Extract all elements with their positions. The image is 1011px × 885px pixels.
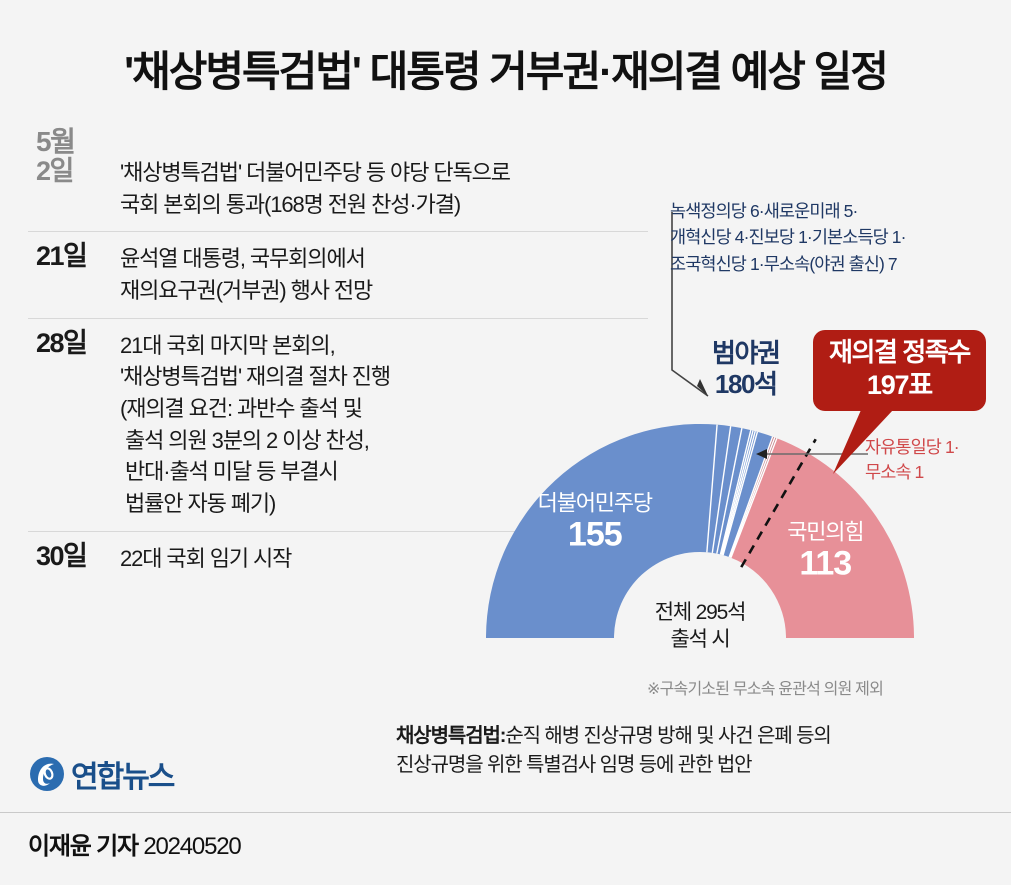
timeline-text-line: 법률안 자동 폐기) bbox=[120, 491, 276, 517]
timeline-body: 21대 국회 마지막 본회의, '채상병특검법' 재의결 절차 진행 (재의결 … bbox=[120, 328, 648, 520]
donut-slice-divider bbox=[729, 437, 776, 558]
timeline-text-line: 윤석열 대통령, 국무회의에서 bbox=[120, 246, 366, 272]
timeline-date: 28일 bbox=[28, 328, 120, 359]
opposition-bloc-seats: 180석 bbox=[714, 368, 778, 399]
donut-slice-divider bbox=[716, 428, 743, 554]
callout-tail bbox=[833, 410, 893, 475]
donut-slice-divider bbox=[706, 424, 718, 553]
timeline-row: 30일 22대 국회 임기 시작 bbox=[28, 530, 648, 586]
donut-slice-divider bbox=[719, 429, 752, 555]
timeline-text-line: 국회 본회의 통과(168명 전원 찬성·가결) bbox=[120, 191, 461, 217]
semicircle-donut-chart bbox=[486, 424, 914, 638]
minor-parties-leader-line bbox=[671, 212, 709, 397]
byline: 이재윤 기자 20240520 bbox=[28, 826, 242, 861]
donut-slice bbox=[486, 424, 718, 638]
timeline-text-line: (재의결 요건: 과반수 출석 및 bbox=[120, 396, 363, 422]
timeline: 5월 2일 '채상병특검법' 더불어민주당 등 야당 단독으로 국회 본회의 통… bbox=[28, 118, 648, 585]
timeline-body: 22대 국회 임기 시작 bbox=[120, 541, 648, 575]
donut-slice bbox=[712, 426, 742, 554]
byline-reporter: 이재윤 기자 bbox=[28, 833, 139, 860]
donut-slice-divider bbox=[721, 431, 756, 556]
timeline-month-label: 5월 bbox=[36, 126, 76, 157]
donut-dividers bbox=[706, 424, 778, 558]
timeline-body: 윤석열 대통령, 국무회의에서 재의요구권(거부권) 행사 전망 bbox=[120, 241, 648, 306]
term-definition-rest: 순직 해병 진상규명 방해 및 사건 은폐 등의 bbox=[505, 725, 831, 747]
right-parties-line: 자유통일당 1· bbox=[865, 437, 960, 457]
donut-slice bbox=[730, 438, 914, 638]
yonhap-logo-icon bbox=[30, 757, 64, 791]
donut-slice-divider bbox=[722, 431, 759, 556]
timeline-text-line: 출석 의원 3분의 2 이상 찬성, bbox=[120, 427, 370, 453]
brand: 연합뉴스 bbox=[28, 752, 175, 796]
seat-chart: 녹색정의당 6·새로운미래 5· 개혁신당 4·진보당 1·기본소득당 1· 조… bbox=[400, 170, 1011, 710]
timeline-day-label: 28일 bbox=[36, 327, 88, 358]
page-title: '채상병특검법' 대통령 거부권·재의결 예상 일정 bbox=[124, 48, 889, 95]
term-definition-line2: 진상규명을 위한 특별검사 임명 등에 관한 법안 bbox=[396, 754, 753, 776]
chart-footnote: ※구속기소된 무소속 윤관석 의원 제외 bbox=[647, 681, 884, 698]
byline-date: 20240520 bbox=[143, 833, 241, 860]
term-definition-line1: 채상병특검법:순직 해병 진상규명 방해 및 사건 은폐 등의 bbox=[396, 722, 996, 751]
donut-slice-divider bbox=[730, 438, 778, 558]
timeline-body: '채상병특검법' 더불어민주당 등 야당 단독으로 국회 본회의 통과(168명… bbox=[120, 127, 648, 220]
term-definition: 채상병특검법:순직 해병 진상규명 방해 및 사건 은폐 등의 진상규명을 위한… bbox=[396, 722, 996, 780]
donut-slice bbox=[706, 424, 731, 553]
timeline-date: 5월 2일 bbox=[28, 127, 120, 187]
chart-center-line: 전체 295석 bbox=[654, 601, 747, 624]
minor-parties-annotation: 녹색정의당 6·새로운미래 5· 개혁신당 4·진보당 1·기본소득당 1· 조… bbox=[670, 198, 906, 277]
timeline-date: 21일 bbox=[28, 241, 120, 272]
threshold-dashed-line bbox=[740, 438, 817, 568]
donut-slice-divider bbox=[711, 426, 732, 553]
right-parties-line: 무소속 1 bbox=[865, 462, 924, 483]
timeline-date: 30일 bbox=[28, 541, 120, 572]
quorum-callout-title: 재의결 정족수 bbox=[829, 337, 971, 367]
minor-parties-line: 개혁신당 4·진보당 1·기본소득당 1· bbox=[670, 227, 906, 248]
minor-parties-line: 녹색정의당 6·새로운미래 5· bbox=[670, 201, 858, 221]
timeline-day-label: 30일 bbox=[36, 540, 88, 571]
timeline-day-label: 21일 bbox=[36, 241, 88, 272]
donut-slice-divider bbox=[720, 430, 754, 555]
timeline-row: 5월 2일 '채상병특검법' 더불어민주당 등 야당 단독으로 국회 본회의 통… bbox=[28, 118, 648, 231]
timeline-row: 28일 21대 국회 마지막 본회의, '채상병특검법' 재의결 절차 진행 (… bbox=[28, 317, 648, 531]
timeline-text-line: 반대·출석 미달 등 부결시 bbox=[120, 459, 339, 485]
brand-name: 연합뉴스 bbox=[71, 761, 175, 794]
timeline-row: 21일 윤석열 대통령, 국무회의에서 재의요구권(거부권) 행사 전망 bbox=[28, 231, 648, 317]
timeline-text-line: '채상병특검법' 재의결 절차 진행 bbox=[120, 364, 391, 390]
donut-slice bbox=[716, 428, 751, 555]
chart-center-note: 전체 295석 출석 시 bbox=[654, 600, 747, 654]
timeline-text-line: 22대 국회 임기 시작 bbox=[120, 545, 292, 571]
timeline-text-line: 재의요구권(거부권) 행사 전망 bbox=[120, 278, 373, 304]
quorum-callout-value: 197표 bbox=[866, 369, 933, 400]
minor-parties-line: 조국혁신당 1·무소속(야권 출신) 7 bbox=[670, 253, 898, 274]
chart-center-line: 출석 시 bbox=[670, 627, 731, 651]
timeline-text-line: '채상병특검법' 더불어민주당 등 야당 단독으로 bbox=[120, 160, 511, 185]
donut-slice bbox=[723, 431, 773, 558]
timeline-day-label: 2일 bbox=[36, 156, 74, 187]
opposition-bloc-label: 범야권 180석 bbox=[712, 338, 781, 399]
opposition-bloc-name: 범야권 bbox=[712, 338, 781, 368]
timeline-text-line: 21대 국회 마지막 본회의, bbox=[120, 332, 336, 358]
right-parties-annotation: 자유통일당 1· 무소속 1 bbox=[865, 435, 960, 486]
quorum-callout: 재의결 정족수 197표 bbox=[813, 330, 986, 475]
footer-divider bbox=[0, 812, 1011, 813]
term-name: 채상병특검법: bbox=[396, 725, 506, 747]
